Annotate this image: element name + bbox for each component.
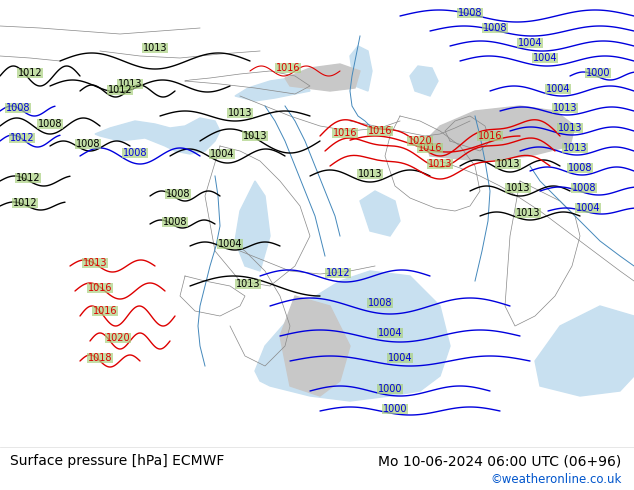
Text: 1016: 1016 bbox=[478, 131, 502, 141]
Polygon shape bbox=[255, 271, 450, 401]
Text: 1012: 1012 bbox=[108, 85, 133, 95]
Text: 1013: 1013 bbox=[83, 258, 107, 268]
Polygon shape bbox=[410, 66, 438, 96]
Text: 1013: 1013 bbox=[496, 159, 521, 169]
Text: 1013: 1013 bbox=[228, 108, 252, 118]
Polygon shape bbox=[350, 46, 372, 91]
Text: 1020: 1020 bbox=[408, 136, 432, 146]
Text: 1016: 1016 bbox=[368, 126, 392, 136]
Text: 1012: 1012 bbox=[326, 268, 351, 278]
Text: 1012: 1012 bbox=[10, 133, 34, 143]
Text: 1008: 1008 bbox=[458, 8, 482, 18]
Text: 1008: 1008 bbox=[163, 217, 187, 227]
Text: 1016: 1016 bbox=[333, 128, 357, 138]
Text: 1004: 1004 bbox=[533, 53, 557, 63]
Text: Surface pressure [hPa] ECMWF: Surface pressure [hPa] ECMWF bbox=[10, 454, 224, 468]
Text: 1013: 1013 bbox=[236, 279, 260, 289]
Text: 1008: 1008 bbox=[165, 189, 190, 199]
Text: 1000: 1000 bbox=[586, 68, 611, 78]
Polygon shape bbox=[285, 64, 360, 91]
Text: 1012: 1012 bbox=[13, 198, 37, 208]
Polygon shape bbox=[535, 306, 634, 396]
Polygon shape bbox=[235, 181, 270, 271]
Text: 1004: 1004 bbox=[576, 203, 600, 213]
Text: 1013: 1013 bbox=[118, 79, 142, 89]
Text: 1000: 1000 bbox=[378, 384, 402, 394]
Text: 1004: 1004 bbox=[217, 239, 242, 249]
Text: 1004: 1004 bbox=[546, 84, 570, 94]
Text: 1004: 1004 bbox=[210, 149, 234, 159]
Text: 1013: 1013 bbox=[506, 183, 530, 193]
Text: 1012: 1012 bbox=[18, 68, 42, 78]
Polygon shape bbox=[425, 106, 575, 161]
Text: 1013: 1013 bbox=[428, 159, 452, 169]
Text: 1008: 1008 bbox=[572, 183, 596, 193]
Text: 1013: 1013 bbox=[558, 123, 582, 133]
Text: 1004: 1004 bbox=[388, 353, 412, 363]
Text: 1016: 1016 bbox=[418, 143, 443, 153]
Text: Mo 10-06-2024 06:00 UTC (06+96): Mo 10-06-2024 06:00 UTC (06+96) bbox=[378, 454, 621, 468]
Text: ©weatheronline.co.uk: ©weatheronline.co.uk bbox=[490, 473, 621, 487]
Text: 1008: 1008 bbox=[38, 119, 62, 129]
Polygon shape bbox=[280, 296, 350, 396]
Polygon shape bbox=[360, 191, 400, 236]
Text: 1008: 1008 bbox=[482, 23, 507, 33]
Text: 1004: 1004 bbox=[518, 38, 542, 48]
Text: 1008: 1008 bbox=[123, 148, 147, 158]
Text: 1016: 1016 bbox=[87, 283, 112, 293]
Polygon shape bbox=[235, 78, 310, 101]
Text: 1018: 1018 bbox=[87, 353, 112, 363]
Text: 1016: 1016 bbox=[276, 63, 301, 73]
Text: 1013: 1013 bbox=[553, 103, 577, 113]
Text: 1020: 1020 bbox=[106, 333, 131, 343]
Text: 1013: 1013 bbox=[563, 143, 587, 153]
Text: 1008: 1008 bbox=[6, 103, 30, 113]
Text: 1012: 1012 bbox=[16, 173, 41, 183]
Text: 1013: 1013 bbox=[358, 169, 382, 179]
Text: 1004: 1004 bbox=[378, 328, 402, 338]
Text: 1008: 1008 bbox=[568, 163, 592, 173]
Text: 1016: 1016 bbox=[93, 306, 117, 316]
Text: 1013: 1013 bbox=[515, 208, 540, 218]
Text: 1013: 1013 bbox=[243, 131, 268, 141]
Text: 1013: 1013 bbox=[143, 43, 167, 53]
Polygon shape bbox=[95, 118, 220, 154]
Text: 1008: 1008 bbox=[75, 139, 100, 149]
Text: 1000: 1000 bbox=[383, 404, 407, 414]
Text: 1008: 1008 bbox=[368, 298, 392, 308]
